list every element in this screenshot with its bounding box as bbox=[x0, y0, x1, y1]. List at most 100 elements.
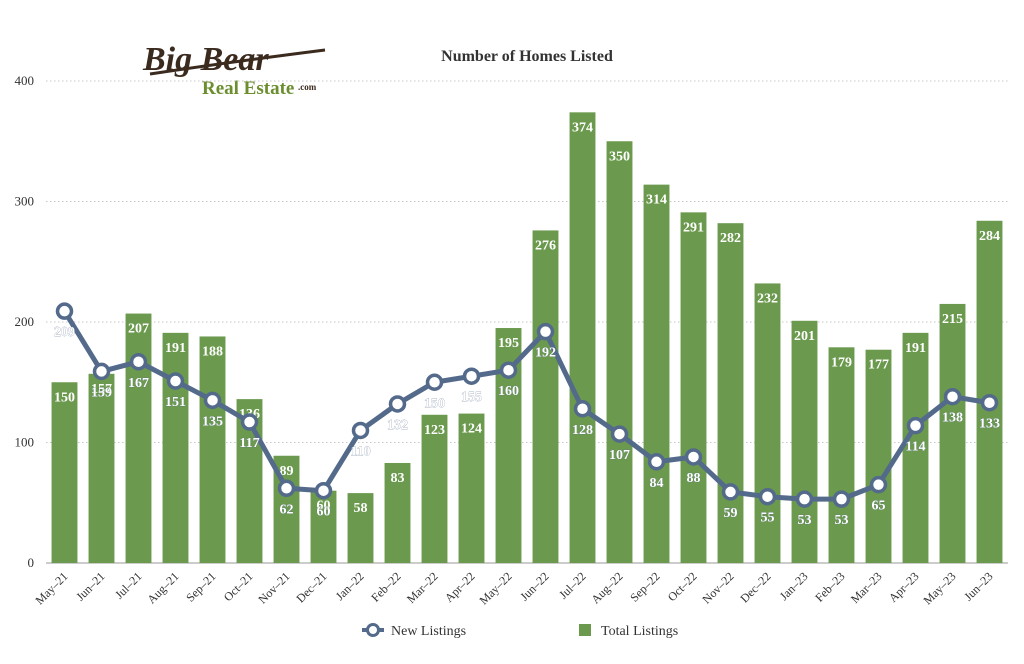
line-point-new-listings bbox=[832, 490, 851, 508]
bar-data-label: 314 bbox=[646, 193, 667, 208]
line-point-new-listings bbox=[425, 373, 444, 391]
x-axis-ticks: May–21 Jun–21 Jul–21 Aug–21 Sep–21 Oct–21 Nov–… bbox=[32, 569, 995, 607]
bar-total-listings bbox=[939, 303, 966, 563]
line-data-label: 167 bbox=[128, 376, 149, 391]
bar-total-listings bbox=[125, 313, 152, 563]
bar-total-listings bbox=[865, 349, 892, 563]
bar-data-label: 282 bbox=[720, 231, 741, 246]
bar-data-label: 374 bbox=[572, 120, 593, 135]
line-data-label: 192 bbox=[535, 346, 556, 361]
line-point-new-listings bbox=[795, 490, 814, 508]
line-point-new-listings bbox=[203, 391, 222, 410]
x-tick-label: Mar–22 bbox=[404, 569, 441, 606]
bar-total-listings bbox=[791, 320, 818, 563]
bar-data-label: 191 bbox=[905, 341, 926, 356]
bar-data-label: 201 bbox=[794, 329, 815, 344]
legend-circle-marker bbox=[366, 623, 380, 637]
x-tick-label: Sep–22 bbox=[627, 569, 662, 604]
line-point-new-listings bbox=[647, 453, 666, 471]
x-tick-label: Nov–22 bbox=[699, 569, 736, 606]
x-tick-label: Oct–21 bbox=[221, 569, 256, 604]
line-point-new-listings bbox=[92, 362, 111, 381]
line-point-new-listings bbox=[277, 479, 296, 498]
bar-data-label: 179 bbox=[831, 355, 852, 370]
x-tick-label: Aug–21 bbox=[144, 569, 181, 606]
legend-bar-swatch bbox=[579, 624, 591, 636]
bar-data-label: 188 bbox=[202, 344, 223, 359]
x-tick-label: Jun–21 bbox=[73, 569, 107, 603]
chart-title: Number of Homes Listed bbox=[441, 48, 613, 65]
line-data-label: 138 bbox=[942, 411, 963, 426]
line-point-new-listings bbox=[980, 393, 999, 412]
bar-total-listings bbox=[51, 382, 78, 563]
line-data-label: 62 bbox=[280, 502, 294, 517]
line-point-new-listings bbox=[943, 387, 962, 406]
x-tick-label: Jun–23 bbox=[961, 569, 995, 603]
line-point-new-listings bbox=[166, 372, 185, 390]
bar-total-listings bbox=[828, 347, 855, 563]
bar-total-listings bbox=[569, 112, 596, 563]
line-data-label: 117 bbox=[239, 436, 259, 451]
y-axis-ticks: 0 100 200 300 400 bbox=[15, 73, 35, 570]
bar-data-label: 350 bbox=[609, 149, 630, 164]
bar-data-label: 157 bbox=[91, 382, 112, 397]
x-tick-label: Aug–22 bbox=[588, 569, 625, 606]
bar-total-listings bbox=[606, 141, 633, 563]
bar-data-label: 123 bbox=[424, 423, 445, 438]
line-data-label: 133 bbox=[979, 417, 1000, 432]
line-data-label: 53 bbox=[798, 513, 812, 528]
logo-subtitle-text: Real Estate bbox=[202, 78, 294, 99]
x-tick-label: Nov–21 bbox=[255, 569, 292, 606]
x-tick-label: Oct–22 bbox=[665, 569, 700, 604]
x-tick-label: Jul–21 bbox=[112, 569, 145, 602]
line-point-new-listings bbox=[684, 448, 703, 466]
bar-total-listings bbox=[384, 462, 411, 563]
line-data-label: 114 bbox=[905, 440, 925, 455]
x-tick-label: Sep–21 bbox=[183, 569, 218, 604]
line-point-new-listings bbox=[388, 395, 407, 413]
bar-total-listings bbox=[310, 490, 337, 563]
bar-data-label: 215 bbox=[942, 312, 963, 327]
legend: New Listings Total Listings bbox=[362, 623, 678, 639]
bar-total-listings bbox=[976, 220, 1003, 563]
line-point-new-listings bbox=[240, 413, 259, 431]
bar-total-listings bbox=[754, 283, 781, 563]
logo: Big Bear Real Estate .com bbox=[142, 41, 326, 99]
bar-total-listings bbox=[532, 230, 559, 564]
line-point-new-listings bbox=[869, 475, 888, 494]
line-data-label: 88 bbox=[687, 471, 701, 486]
x-tick-label: May–22 bbox=[476, 569, 514, 607]
line-data-label: 60 bbox=[317, 505, 331, 520]
bar-data-label: 89 bbox=[280, 464, 294, 479]
line-point-new-listings bbox=[758, 487, 777, 506]
line-point-new-listings bbox=[129, 353, 148, 371]
x-tick-label: May–23 bbox=[920, 569, 958, 607]
line-data-label: 110 bbox=[350, 444, 370, 459]
bar-total-listings bbox=[458, 413, 485, 563]
line-data-label: 151 bbox=[165, 395, 186, 410]
bar-total-listings bbox=[162, 332, 189, 563]
line-data-label: 155 bbox=[461, 390, 482, 405]
line-data-label: 150 bbox=[424, 396, 445, 411]
line-point-new-listings bbox=[536, 322, 555, 341]
bar-data-label: 191 bbox=[165, 341, 186, 356]
line-point-new-listings bbox=[314, 481, 333, 500]
x-tick-label: Mar–23 bbox=[848, 569, 885, 606]
y-tick-label: 0 bbox=[28, 555, 35, 570]
line-data-label: 107 bbox=[609, 448, 630, 463]
x-tick-label: Jun–22 bbox=[517, 569, 551, 603]
line-data-label: 65 bbox=[872, 499, 886, 514]
bar-data-labels: 1501572071911881368960588312312419527637… bbox=[54, 120, 1000, 516]
line-point-new-listings bbox=[462, 367, 481, 385]
line-data-label: 55 bbox=[761, 511, 775, 526]
bar-total-listings bbox=[421, 414, 448, 563]
line-point-new-listings bbox=[573, 400, 592, 418]
line-data-label: 128 bbox=[572, 423, 593, 438]
bar-total-listings bbox=[902, 332, 929, 563]
line-point-new-listings bbox=[610, 425, 629, 443]
bar-data-label: 284 bbox=[979, 229, 1000, 244]
y-tick-label: 100 bbox=[15, 435, 35, 450]
x-tick-label: Apr–23 bbox=[886, 569, 922, 605]
bar-total-listings bbox=[643, 184, 670, 563]
